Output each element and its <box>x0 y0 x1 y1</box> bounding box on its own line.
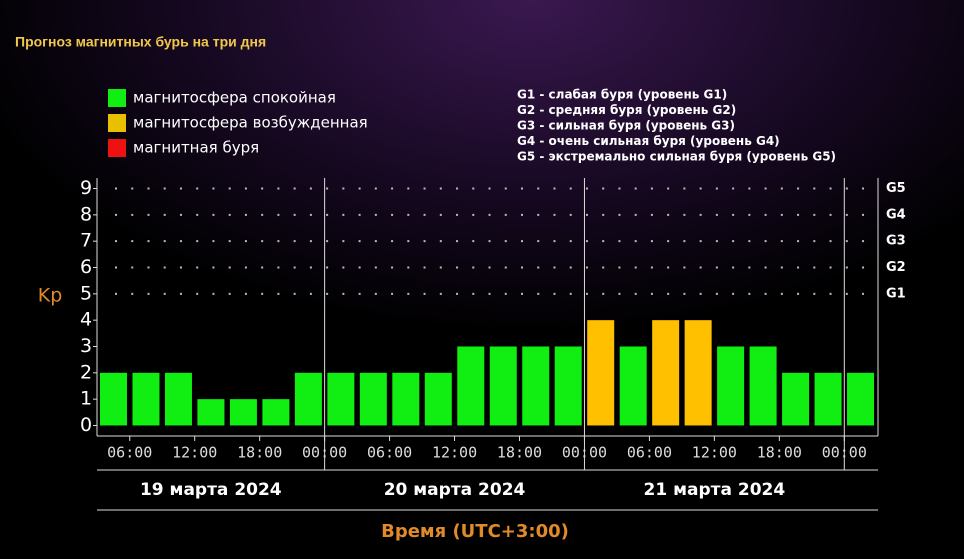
bar <box>392 372 420 426</box>
legend-swatch <box>108 139 126 157</box>
y-tick-label: 5 <box>80 282 92 304</box>
y2-tick-label: G4 <box>886 207 906 222</box>
bar <box>782 372 810 426</box>
y2-tick-label: G5 <box>886 181 906 196</box>
x-tick-label: 00:00 <box>562 444 607 462</box>
bar <box>294 372 322 426</box>
y-axis-label: Kp <box>38 285 63 307</box>
legend-label: магнитосфера возбужденная <box>133 114 368 132</box>
x-tick-label: 12:00 <box>432 444 477 462</box>
x-tick-label: 12:00 <box>692 444 737 462</box>
bar <box>554 346 582 426</box>
x-axis-label: Время (UTC+3:00) <box>381 521 569 542</box>
x-tick-label: 00:00 <box>822 444 867 462</box>
x-tick-label: 18:00 <box>237 444 282 462</box>
y-tick-label: 6 <box>80 256 92 278</box>
storm-legend-label: G5 - экстремально сильная буря (уровень … <box>517 150 836 164</box>
date-label: 19 марта 2024 <box>140 480 282 500</box>
legend-label: магнитосфера спокойная <box>133 89 336 107</box>
bar <box>717 346 745 426</box>
date-label: 21 марта 2024 <box>644 480 786 500</box>
legend-swatch <box>108 89 126 107</box>
y-tick-label: 3 <box>80 335 92 357</box>
legend-label: магнитная буря <box>133 139 259 157</box>
x-tick-label: 18:00 <box>757 444 802 462</box>
bar <box>424 372 452 426</box>
bar <box>359 372 387 426</box>
bar <box>132 372 160 426</box>
y2-tick-label: G1 <box>886 286 906 301</box>
x-tick-label: 06:00 <box>107 444 152 462</box>
bar <box>749 346 777 426</box>
page-title: Прогноз магнитных бурь на три дня <box>15 34 266 50</box>
bar <box>522 346 550 426</box>
bar <box>229 399 257 426</box>
date-label: 20 марта 2024 <box>384 480 526 500</box>
bar <box>197 399 225 426</box>
storm-legend-label: G2 - средняя буря (уровень G2) <box>517 103 736 117</box>
y-tick-label: 0 <box>80 414 92 436</box>
bar <box>457 346 485 426</box>
y2-tick-label: G2 <box>886 260 906 275</box>
bar <box>814 372 842 426</box>
legend-swatch <box>108 114 126 132</box>
x-tick-label: 18:00 <box>497 444 542 462</box>
y-tick-label: 8 <box>80 203 92 225</box>
storm-legend-label: G4 - очень сильная буря (уровень G4) <box>517 134 780 148</box>
y-tick-label: 7 <box>80 230 92 252</box>
bar <box>489 346 517 426</box>
bar <box>100 372 127 426</box>
y-tick-label: 1 <box>80 388 92 410</box>
bar <box>847 372 875 426</box>
x-tick-label: 06:00 <box>367 444 412 462</box>
bar <box>164 372 192 426</box>
x-tick-label: 06:00 <box>627 444 672 462</box>
bar <box>684 320 712 426</box>
bar <box>587 320 615 426</box>
bar <box>327 372 355 426</box>
storm-legend-label: G3 - сильная буря (уровень G3) <box>517 119 735 133</box>
y-tick-label: 4 <box>80 309 92 331</box>
y-tick-label: 2 <box>80 361 92 383</box>
x-tick-label: 00:00 <box>302 444 347 462</box>
y-tick-label: 9 <box>80 177 92 199</box>
y2-tick-label: G3 <box>886 234 906 249</box>
x-tick-label: 12:00 <box>172 444 217 462</box>
bar <box>262 399 290 426</box>
bar <box>652 320 680 426</box>
storm-legend-label: G1 - слабая буря (уровень G1) <box>517 88 727 102</box>
bar <box>619 346 647 426</box>
